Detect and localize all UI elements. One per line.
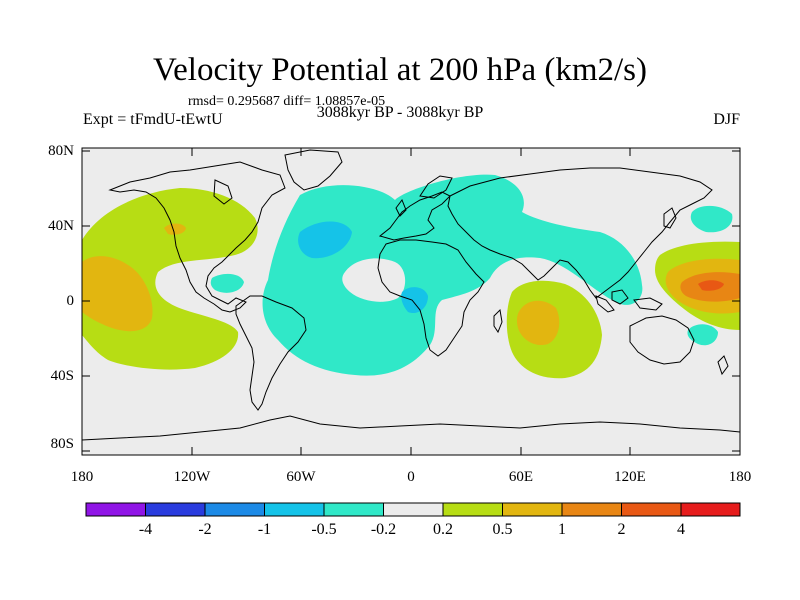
coastline-south-america: [235, 295, 307, 411]
colorbar-label: 0.2: [433, 521, 453, 538]
contour-cyan-australia: [687, 324, 718, 346]
y-tick-label: 80S: [50, 436, 74, 452]
coastline-greenland: [284, 149, 343, 191]
colorbar-segment-2: [145, 503, 205, 516]
coastline-africa: [377, 239, 485, 357]
colorbar-segment-6: [383, 503, 443, 516]
coastline-europe: [378, 191, 451, 241]
colorbar-segment-1: [86, 503, 146, 516]
colorbar-label: 2: [617, 521, 626, 538]
coastlines: [82, 149, 740, 441]
colorbar-segment-3: [205, 503, 265, 516]
contour-cyan-central-america: [210, 273, 244, 293]
contour-blue-south-america: [298, 221, 352, 259]
colorbar-segment-10: [621, 503, 681, 516]
colorbar-segment-4: [264, 503, 324, 516]
colorbar-label: -1: [257, 521, 272, 538]
coastline-scandinavia: [419, 175, 453, 199]
colorbar-segment-7: [443, 503, 503, 516]
contour-orange-east-pacific: [82, 256, 153, 332]
x-tick-label: 120W: [173, 469, 211, 485]
contour-orange-north-pacific: [164, 223, 186, 235]
coastline-hudson-bay: [213, 179, 233, 205]
colorbar-label: -4: [138, 521, 153, 538]
x-tick-label: 60E: [508, 469, 534, 485]
rmsd-diff-stats: rmsd= 0.295687 diff= 1.08857e-05: [188, 94, 386, 109]
colorbar: [85, 502, 741, 517]
colorbar-label: 0.5: [492, 521, 513, 538]
colorbar-segment-5: [324, 503, 384, 516]
y-tick-label: 0: [66, 293, 75, 309]
colorbar-segment-9: [562, 503, 622, 516]
colorbar-label: 1: [558, 521, 566, 538]
coastline-australia: [629, 315, 695, 365]
x-tick-label: 180: [728, 469, 752, 485]
coastline-new-guinea: [633, 297, 663, 311]
contour-cyan-north-pacific: [690, 205, 733, 233]
colorbar-label: 4: [677, 521, 685, 538]
y-tick-label: 80N: [48, 143, 74, 159]
coastline-sumatra: [595, 295, 615, 313]
x-tick-label: 180: [70, 469, 94, 485]
contour-cyan-atlantic-asia: [262, 174, 643, 376]
coastline-north-america: [108, 161, 286, 313]
x-tick-label: 60W: [286, 469, 316, 485]
experiment-label: Expt = tFmdU-tEwtU: [83, 111, 223, 128]
coastline-madagascar: [493, 308, 503, 334]
coastline-borneo: [611, 289, 629, 305]
coastline-asia: [447, 167, 713, 299]
colorbar-label: -0.2: [370, 521, 397, 538]
colorbar-label: -0.5: [311, 521, 337, 538]
coastline-antarctica: [82, 415, 740, 441]
contour-red-west-pacific: [698, 280, 724, 291]
y-tick-label: 40N: [48, 218, 74, 234]
period-label: 3088kyr BP - 3088kyr BP: [316, 104, 484, 121]
y-tick-label: 40S: [50, 368, 74, 384]
x-axis-ticks: [81, 148, 741, 455]
coastline-british-isles: [395, 198, 407, 217]
map-title: Velocity Potential at 200 hPa (km2/s): [152, 52, 648, 88]
coastline-new-zealand: [717, 355, 729, 376]
contour-orange-indian-ocean: [516, 300, 560, 346]
season-label: DJF: [713, 111, 740, 128]
x-tick-label: 120E: [614, 469, 646, 485]
contour-fill-layer: [82, 149, 740, 441]
x-tick-label: 0: [407, 469, 415, 485]
coastline-japan: [663, 207, 677, 229]
colorbar-label: -2: [198, 521, 212, 538]
contour-blue-congo: [401, 287, 428, 314]
colorbar-segment-11: [681, 503, 740, 516]
colorbar-segment-8: [502, 503, 562, 516]
y-axis-ticks: [82, 150, 740, 452]
